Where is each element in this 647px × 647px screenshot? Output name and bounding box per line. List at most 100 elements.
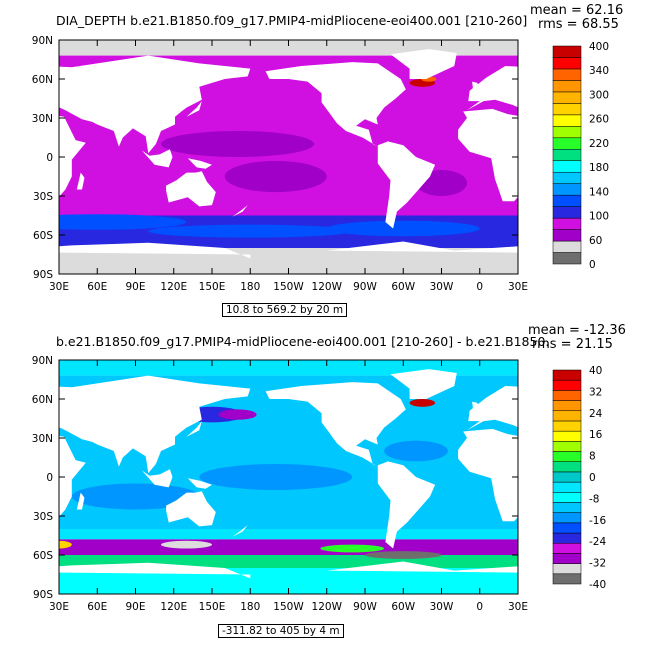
land-mass [377,141,436,229]
land-mass [265,382,406,467]
ocean-patch [409,399,436,407]
land-mass [472,81,481,92]
lon-label: 60E [87,601,107,613]
lon-label: 120W [312,281,343,293]
colorbar-cell [552,229,582,242]
lon-label: 90E [126,601,146,613]
colorbar-label: -16 [589,515,606,527]
lon-label: 120W [312,601,343,613]
lat-label: 30S [33,511,53,523]
colorbar-label: -8 [589,493,599,505]
colorbar-cell [552,369,582,381]
colorbar-cell [552,80,582,93]
colorbar-cell [552,114,582,127]
ocean-patch [365,551,442,559]
colorbar-label: 8 [589,451,596,463]
contour-range-label: -311.82 to 405 by 4 m [218,624,344,638]
lon-label: 90W [353,281,377,293]
land-mass [0,562,251,594]
colorbar-label: 220 [589,138,609,150]
colorbar-cell [552,68,582,81]
ocean-patch [224,160,327,193]
colorbar-cell [552,160,582,173]
colorbar-cell [552,461,582,473]
lon-label: 150E [199,281,226,293]
colorbar-label: 300 [589,89,609,101]
colorbar-label: 32 [589,386,602,398]
colorbar-label: 180 [589,162,609,174]
colorbar-label: 16 [589,429,603,441]
land-mass [166,171,216,207]
lon-label: 30E [508,601,528,613]
lat-label: 30N [32,433,53,445]
lon-label: 180 [240,281,260,293]
colorbar-label: 400 [589,41,609,53]
land-mass [0,242,251,274]
lat-label: 60S [33,230,53,242]
colorbar-cell [552,471,582,483]
lat-label: 90N [32,355,53,367]
lat-label: 90N [32,35,53,47]
lon-label: 150W [273,281,304,293]
lon-label: 30E [49,281,69,293]
colorbar-label: 0 [589,259,596,271]
colorbar-label: -32 [589,558,606,570]
colorbar-cell [552,502,582,513]
colorbar-cell [552,206,582,219]
colorbar-cell [552,492,582,503]
colorbar-cell [552,45,582,58]
lon-label: 0 [476,601,483,613]
land-mass [390,49,457,79]
lon-label: 60W [391,281,415,293]
land-mass [141,149,173,168]
colorbar-cell [552,126,582,139]
map-panel-1 [0,32,647,282]
lat-label: 90S [33,589,53,601]
colorbar-label: 260 [589,114,609,126]
ocean-patch [320,544,385,553]
colorbar-cell [552,441,582,452]
ocean-patch [161,540,212,549]
lat-label: 60N [32,74,53,86]
lon-label: 150E [199,601,226,613]
mean-value: mean = -12.36 [528,323,626,338]
ocean-patch [326,220,480,237]
mean-value: mean = 62.16 [530,3,624,18]
colorbar-label: 340 [589,65,609,77]
panel-title: DIA_DEPTH b.e21.B1850.f09_g17.PMIP4-midP… [56,13,528,28]
land-mass [141,469,173,488]
ocean-patch [218,409,257,420]
lat-label: 30N [32,113,53,125]
colorbar-cell [552,553,582,564]
land-mass [8,55,251,154]
lat-label: 60S [33,550,53,562]
colorbar-cell [552,563,582,575]
lon-label: 30E [508,281,528,293]
land-mass [76,172,85,190]
colorbar-label: 24 [589,408,603,420]
lat-label: 60N [32,394,53,406]
land-mass [187,158,212,169]
colorbar-cell [552,400,582,412]
panel-title: b.e21.B1850.f09_g17.PMIP4-midPliocene-eo… [56,334,550,349]
lon-label: 150W [273,601,304,613]
ocean-patch [161,131,314,157]
land-mass [390,369,457,399]
colorbar-cell [552,532,582,544]
lat-label: 90S [33,269,53,281]
colorbar-cell [552,542,582,554]
colorbar-label: 60 [589,235,602,247]
colorbar-cell [552,171,582,184]
lon-label: 30E [49,601,69,613]
colorbar-cell [552,149,582,161]
ocean-band [59,529,518,540]
lon-label: 60E [87,281,107,293]
colorbar-cell [552,379,582,391]
lat-label: 0 [46,472,53,484]
ocean-patch [71,483,200,510]
map-panel-2 [0,352,647,602]
ocean-band [59,539,518,555]
land-mass [265,62,406,147]
lon-label: 90E [126,281,146,293]
lon-label: 90W [353,601,377,613]
